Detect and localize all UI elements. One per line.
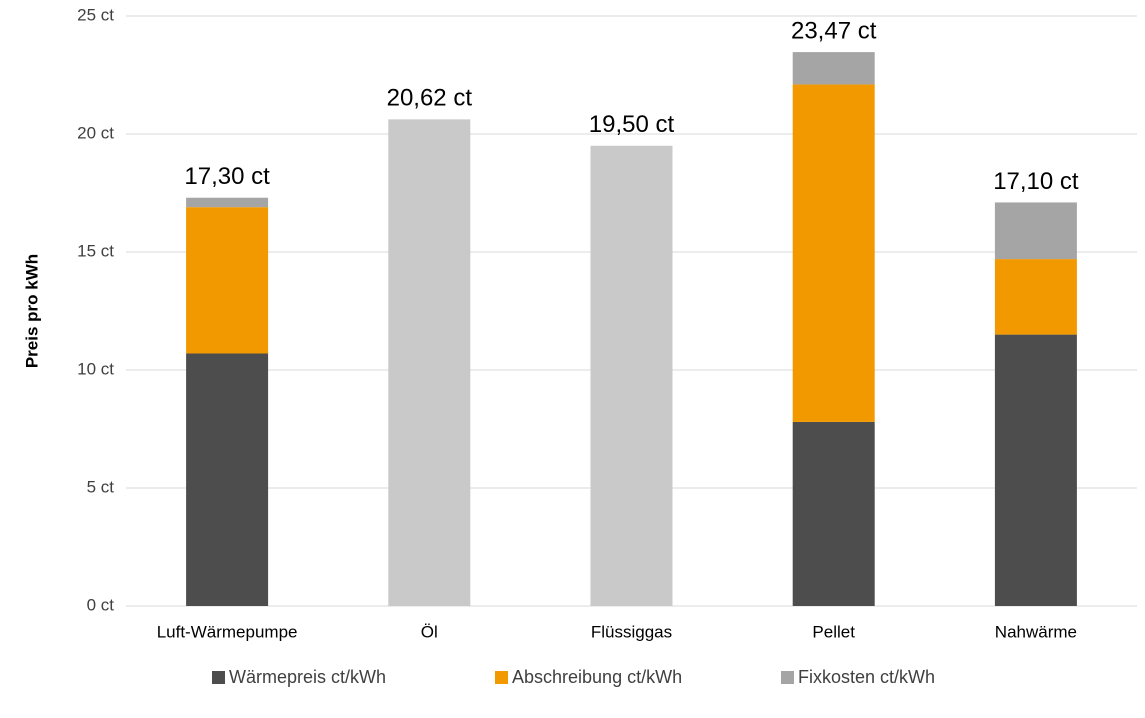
legend-swatch bbox=[495, 671, 508, 684]
total-label: 19,50 ct bbox=[589, 111, 675, 138]
bar-segment bbox=[590, 145, 673, 607]
bar-segment bbox=[388, 119, 471, 607]
x-tick-label: Nahwärme bbox=[995, 622, 1077, 641]
legend-swatch bbox=[212, 671, 225, 684]
bar-segment bbox=[186, 197, 269, 208]
bar-segment bbox=[994, 202, 1077, 260]
legend-label: Abschreibung ct/kWh bbox=[512, 667, 682, 687]
x-tick-label: Flüssiggas bbox=[591, 622, 672, 641]
x-tick-label: Luft-Wärmepumpe bbox=[157, 622, 298, 641]
bar-segment bbox=[186, 353, 269, 606]
bar-segment bbox=[994, 259, 1077, 335]
y-tick-label: 0 ct bbox=[87, 595, 115, 614]
bar-segment bbox=[792, 421, 875, 606]
y-axis-label: Preis pro kWh bbox=[22, 254, 41, 368]
bar-segment bbox=[792, 52, 875, 85]
x-tick-label: Pellet bbox=[812, 622, 855, 641]
y-tick-label: 5 ct bbox=[87, 477, 115, 496]
y-tick-label: 25 ct bbox=[77, 5, 114, 24]
total-label: 17,10 ct bbox=[993, 168, 1079, 195]
total-label: 17,30 ct bbox=[184, 163, 270, 190]
bar-segment bbox=[994, 334, 1077, 606]
total-label: 20,62 ct bbox=[387, 85, 473, 112]
y-tick-label: 10 ct bbox=[77, 359, 114, 378]
y-tick-label: 20 ct bbox=[77, 123, 114, 142]
legend-label: Fixkosten ct/kWh bbox=[798, 667, 935, 687]
y-tick-label: 15 ct bbox=[77, 241, 114, 260]
total-label: 23,47 ct bbox=[791, 17, 877, 44]
bar-segment bbox=[792, 84, 875, 422]
bar-segment bbox=[186, 207, 269, 354]
x-tick-label: Öl bbox=[421, 622, 438, 641]
legend-label: Wärmepreis ct/kWh bbox=[229, 667, 386, 687]
legend-swatch bbox=[781, 671, 794, 684]
